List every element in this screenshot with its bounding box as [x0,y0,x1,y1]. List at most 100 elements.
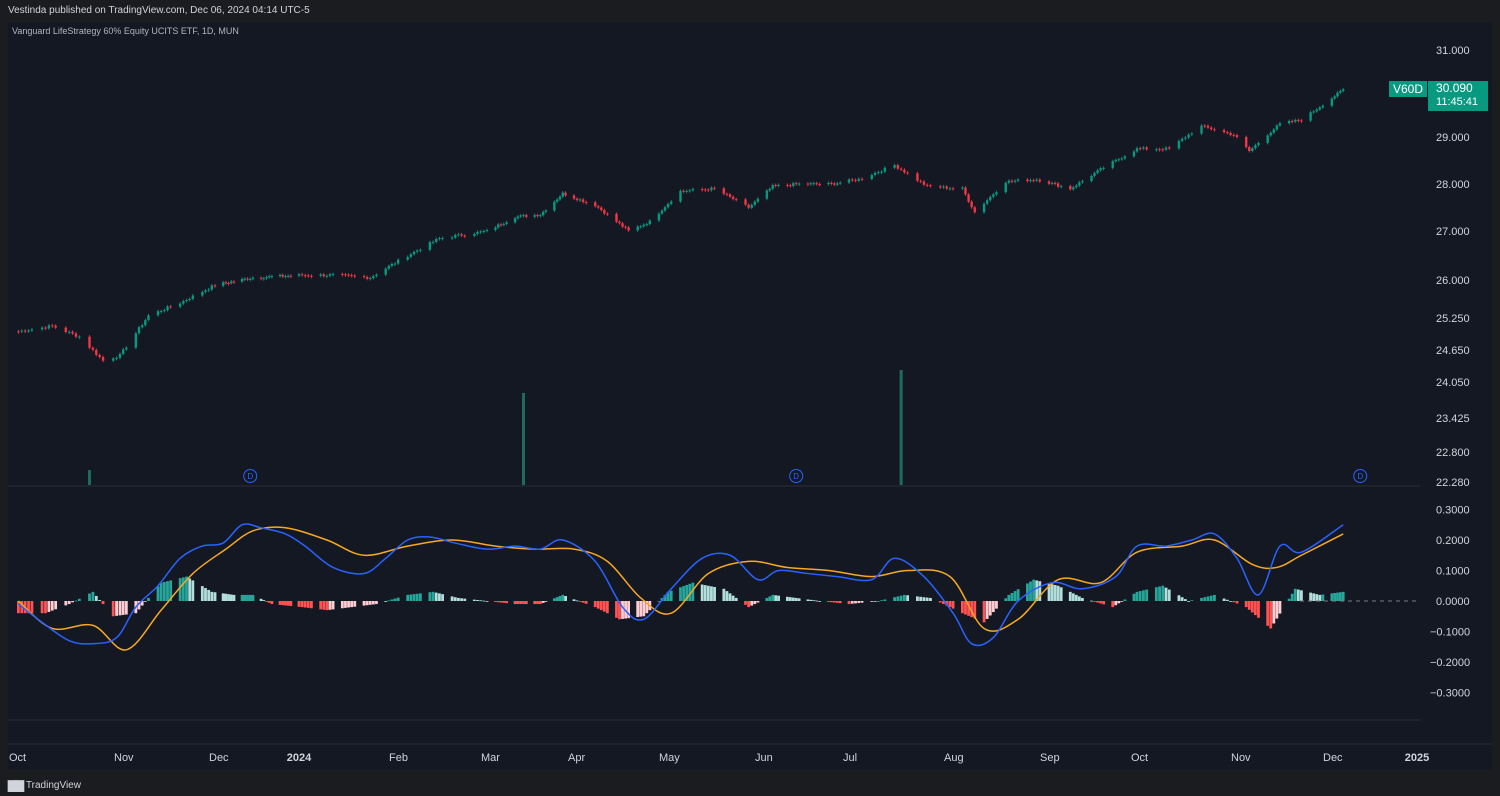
candle-body [232,281,236,283]
candle-body [1294,119,1297,122]
histogram-bar [627,601,630,619]
histogram-bar [860,601,864,603]
candle-body [112,358,115,361]
histogram-bar [1099,601,1102,604]
candle-body [499,224,503,226]
candle-body [1096,170,1099,173]
candle-body [210,285,214,290]
histogram-bar [873,601,877,602]
candle-body [384,268,387,275]
candle-body [533,215,536,217]
time-tick-label: May [659,752,680,764]
candle-body [270,276,274,278]
candle-body [454,235,457,238]
macd-tick-label: 0.3000 [1436,505,1470,517]
candle-body [756,198,760,202]
candle-body [669,201,673,204]
histogram-bar [768,596,772,601]
histogram-bar [1050,584,1054,601]
brand-label: TradingView [25,780,81,791]
candle-body [125,347,128,350]
candle-body [1248,147,1251,152]
candle-body [1078,182,1081,186]
candle-body [325,275,329,277]
candle-body [204,290,207,292]
price-tick-label: 29.000 [1436,132,1470,144]
candle-body [710,187,713,191]
candle-body [753,201,757,205]
histogram-bar [1059,587,1063,601]
candle-body [137,327,141,334]
histogram-bar [344,601,347,608]
time-tick-label: Nov [1231,752,1251,764]
badge-price: 30.090 [1436,81,1473,95]
price-tick-label: 24.050 [1436,377,1470,389]
candle-body [1321,105,1325,108]
histogram-bar [544,601,548,602]
candle-body [259,277,263,279]
histogram-bar [621,601,624,619]
candle-body [657,213,661,221]
candle-body [564,192,567,196]
candle-body [961,187,964,189]
time-tick-label: Jul [843,752,857,764]
histogram-bar [284,601,287,606]
histogram-bar [156,586,160,601]
candle-body [685,190,688,192]
candle-body [265,277,268,279]
histogram-bar [289,601,293,606]
candle-body [836,183,839,185]
candle-body [1272,129,1275,133]
histogram-bar [581,601,585,603]
histogram-bar [929,597,932,601]
candle-body [431,241,435,243]
candle-body [679,190,682,202]
time-tick-label: Oct [1131,752,1148,764]
candle-body [725,193,729,195]
candle-body [88,336,91,348]
histogram-bar [942,601,945,605]
histogram-bar [639,601,643,617]
candle-body [1341,89,1345,91]
histogram-bar [434,592,438,601]
candle-body [1007,180,1011,183]
candle-body [621,223,624,227]
candle-body [558,196,562,200]
chart-frame[interactable] [8,22,1492,770]
price-candles [17,87,1345,363]
tradingview-logo[interactable]: ▇▇ TradingView [8,779,81,792]
histogram-bar [794,597,798,601]
candle-body [169,306,172,308]
histogram-bar [396,597,400,601]
histogram-bar [390,599,394,601]
histogram-bar [1296,589,1300,601]
histogram-bar [325,601,329,611]
histogram-bar [441,594,444,601]
histogram-bar [243,594,247,601]
candle-body [771,184,774,189]
histogram-bar [1206,596,1210,601]
candle-body [1229,132,1232,135]
candle-body [1093,172,1096,177]
candle-body [1232,134,1235,136]
histogram-bar [973,601,977,619]
histogram-bar [54,601,58,610]
histogram-bar [221,593,225,601]
candle-body [1203,125,1206,127]
histogram-bar [499,601,503,603]
candle-body [1075,185,1078,188]
histogram-bar [1138,591,1142,601]
histogram-bar [418,593,422,601]
histogram-bar [181,577,185,601]
histogram-bar [115,601,119,616]
candle-body [67,331,71,333]
histogram-bar [1180,597,1184,601]
candle-body [795,183,798,185]
macd-tick-label: 0.0000 [1436,596,1470,608]
bottom-bar: ▇▇ TradingView [0,772,1500,796]
symbol-legend[interactable]: Vanguard LifeStrategy 60% Equity UCITS E… [12,26,239,36]
candle-body [1114,159,1117,162]
candle-body [624,226,627,228]
